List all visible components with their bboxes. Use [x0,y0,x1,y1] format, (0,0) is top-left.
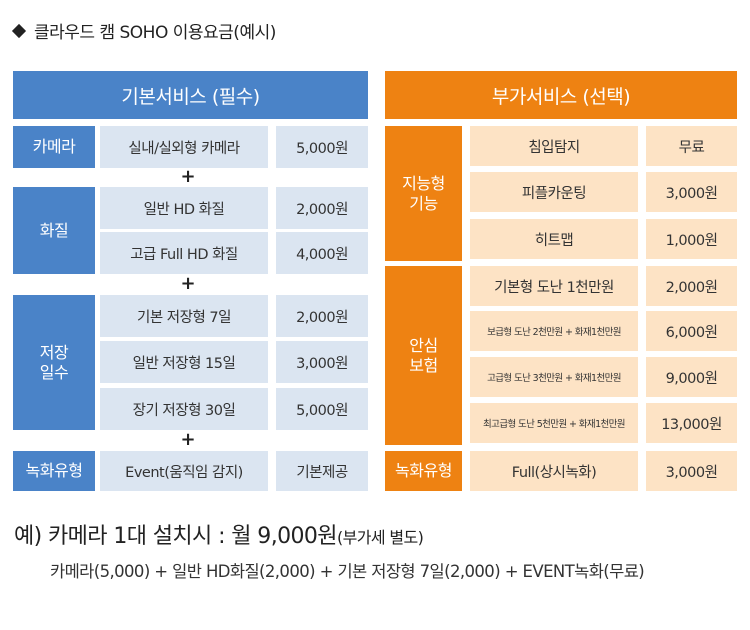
quality-category: 화질 [13,187,95,274]
intelligent-item-price: 3,000원 [646,172,737,212]
intelligent-item-name: 피플카운팅 [470,172,638,212]
insurance-item-price: 13,000원 [646,403,737,443]
intelligent-item-name: 히트맵 [470,219,638,259]
basic-service-header: 기본서비스 (필수) [13,71,368,119]
example-summary: 예) 카메라 1대 설치시 : 월 9,000원(부가세 별도) [14,518,424,550]
addon-recording-item-name: Full(상시녹화) [470,451,638,491]
insurance-item-price: 2,000원 [646,266,737,306]
example-main: 예) 카메라 1대 설치시 : 월 9,000원 [14,524,338,549]
insurance-item-name: 보급형 도난 2천만원 + 화재1천만원 [470,311,638,351]
example-note: (부가세 별도) [336,528,424,547]
plus-sign: + [180,429,196,450]
quality-item-price: 2,000원 [276,187,368,229]
camera-item-name: 실내/실외형 카메라 [100,126,268,168]
storage-item-price: 5,000원 [276,388,368,430]
recording-item-name: Event(움직임 감지) [100,451,268,491]
intelligent-item-price: 1,000원 [646,219,737,259]
section-divider [385,262,670,264]
storage-category: 저장 일수 [13,295,95,430]
insurance-item-price: 6,000원 [646,311,737,351]
insurance-item-name: 기본형 도난 1천만원 [470,266,638,306]
plus-sign: + [180,273,196,294]
page-title: 클라우드 캠 SOHO 이용요금(예시) [11,18,276,43]
addon-service-header: 부가서비스 (선택) [385,71,737,119]
page-title-text: 클라우드 캠 SOHO 이용요금(예시) [34,23,276,43]
recording-item-price: 기본제공 [276,451,368,491]
camera-item-price: 5,000원 [276,126,368,168]
storage-item-price: 2,000원 [276,295,368,337]
storage-item-name: 장기 저장형 30일 [100,388,268,430]
quality-item-name: 일반 HD 화질 [100,187,268,229]
intelligent-category: 지능형 기능 [385,126,462,261]
plus-sign: + [180,166,196,187]
storage-item-price: 3,000원 [276,341,368,383]
example-formula: 카메라(5,000) + 일반 HD화질(2,000) + 기본 저장형 7일(… [50,562,645,581]
insurance-category: 안심 보험 [385,266,462,445]
recording-category: 녹화유형 [13,451,95,491]
camera-category: 카메라 [13,126,95,168]
diamond-bullet-icon [11,23,27,38]
addon-recording-item-price: 3,000원 [646,451,737,491]
quality-item-name: 고급 Full HD 화질 [100,232,268,274]
intelligent-item-name: 침입탐지 [470,126,638,166]
storage-item-name: 일반 저장형 15일 [100,341,268,383]
quality-item-price: 4,000원 [276,232,368,274]
insurance-item-price: 9,000원 [646,357,737,397]
intelligent-item-price: 무료 [646,126,737,166]
insurance-item-name: 고급형 도난 3천만원 + 화재1천만원 [470,357,638,397]
addon-recording-category: 녹화유형 [385,451,462,491]
insurance-item-name: 최고급형 도난 5천만원 + 화재1천만원 [470,403,638,443]
storage-item-name: 기본 저장형 7일 [100,295,268,337]
